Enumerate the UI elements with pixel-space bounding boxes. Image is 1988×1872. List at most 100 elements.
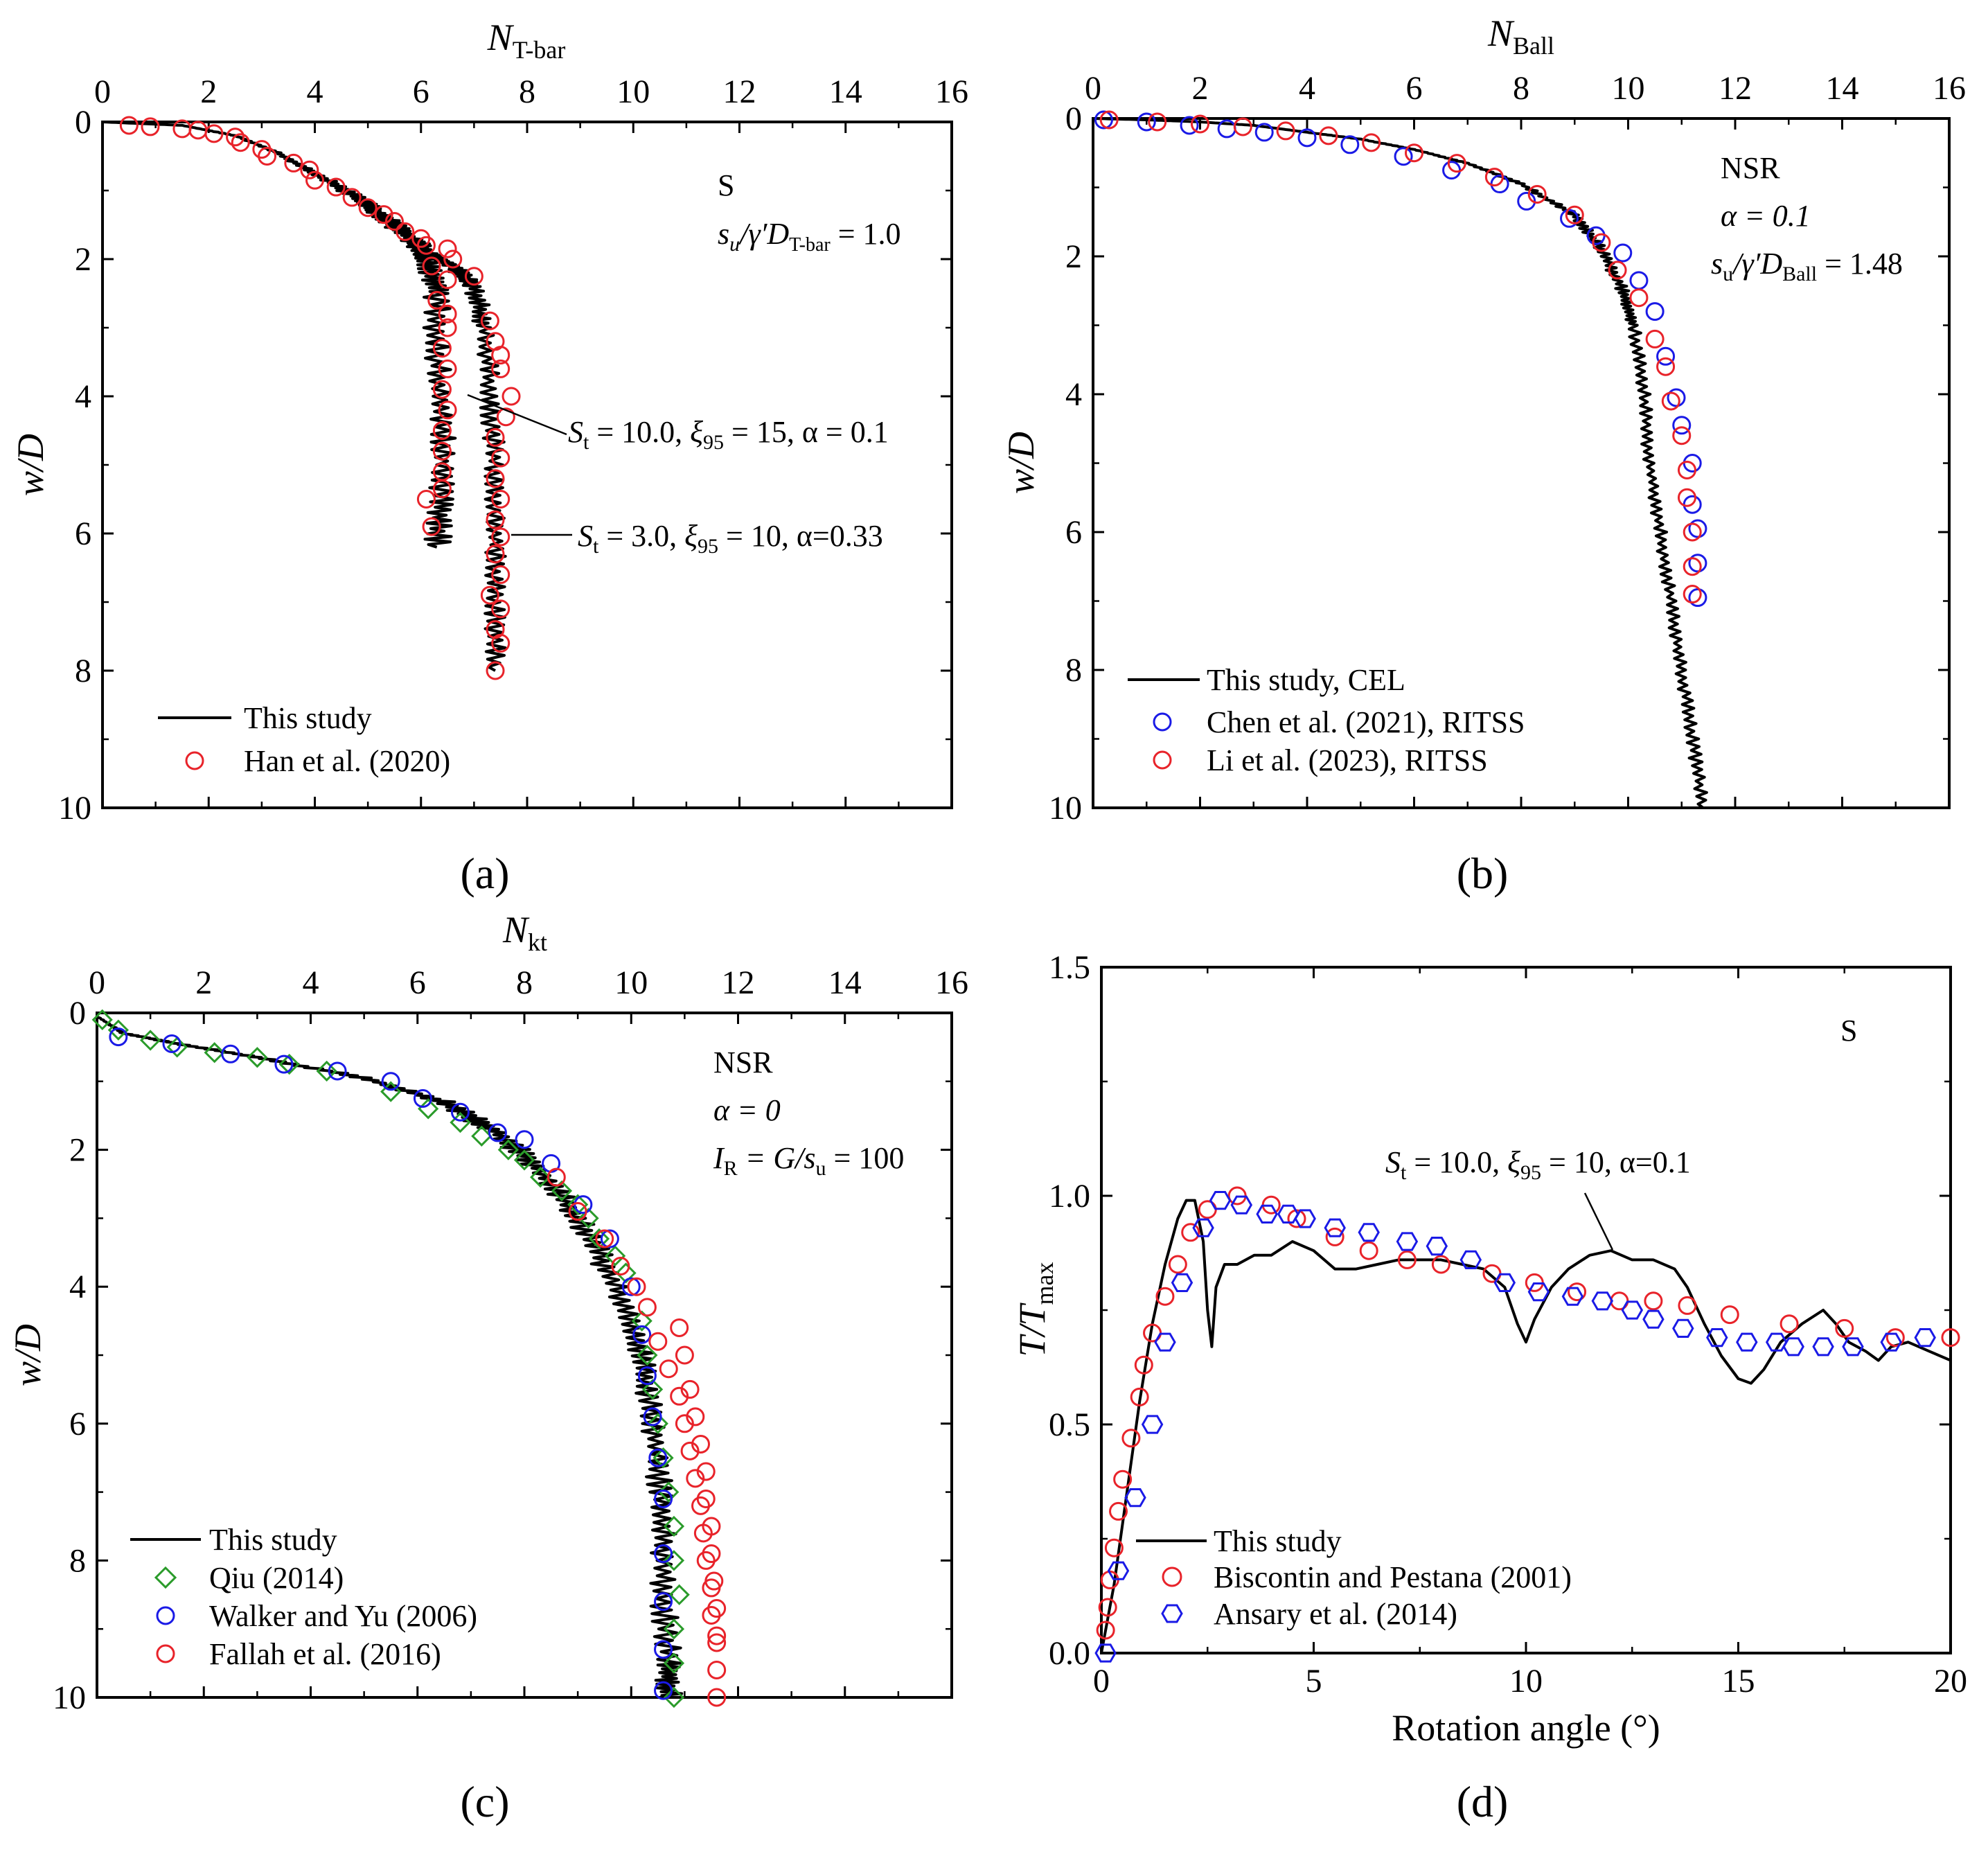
panel-c-legend-4: Fallah et al. (2016)	[209, 1637, 441, 1671]
data-point	[488, 1123, 507, 1142]
data-point	[663, 1550, 685, 1571]
data-point	[221, 1044, 240, 1063]
data-point	[1359, 1241, 1378, 1260]
data-point	[611, 1257, 630, 1276]
data-point	[480, 585, 499, 605]
data-point	[1621, 1300, 1644, 1320]
x-tick-label: 14	[828, 964, 862, 1001]
data-point	[595, 1229, 614, 1248]
data-point	[680, 1441, 700, 1460]
data-point	[1109, 1501, 1128, 1521]
data-point	[1154, 1332, 1176, 1352]
panel-c-x-title: Nkt	[502, 909, 547, 956]
panel-c-legend-1: This study	[209, 1523, 337, 1557]
data-point	[641, 1379, 664, 1400]
data-point	[384, 212, 404, 231]
y-tick-label: 4	[1065, 376, 1082, 413]
data-point	[1096, 1621, 1115, 1640]
y-tick-label: 2	[69, 1132, 86, 1169]
data-point	[702, 1517, 721, 1536]
data-point	[1782, 1337, 1804, 1357]
panel-a-legend: This study Han et al. (2020)	[158, 701, 450, 778]
y-tick-label: 8	[75, 653, 91, 689]
panel-c-annot-ir: IR = G/su = 100	[713, 1141, 904, 1180]
data-point	[381, 1072, 400, 1091]
x-tick-label: 12	[1719, 70, 1752, 107]
data-point	[480, 311, 499, 330]
data-point	[374, 205, 393, 224]
series-line	[1092, 117, 1708, 809]
panel-d-leader	[1583, 1192, 1614, 1251]
data-point	[486, 545, 505, 564]
data-point	[1094, 110, 1113, 130]
series-line	[96, 1015, 684, 1699]
data-point	[1517, 191, 1536, 211]
data-point	[1656, 357, 1676, 376]
data-point	[1297, 128, 1317, 148]
data-point	[647, 1413, 668, 1434]
data-point	[1098, 1598, 1117, 1617]
data-point	[1233, 117, 1252, 136]
data-point	[547, 1167, 566, 1187]
data-point	[1560, 209, 1579, 228]
data-point	[1191, 114, 1209, 134]
series-0	[1092, 117, 1708, 809]
data-point	[654, 1489, 673, 1508]
panel-a-legend-2: Han et al. (2020)	[244, 744, 450, 778]
data-point	[1720, 1305, 1739, 1325]
panel-d-legend-2: Biscontin and Pestana (2001)	[1214, 1560, 1572, 1594]
data-point	[91, 1009, 113, 1031]
series-2	[1099, 110, 1702, 604]
data-point	[450, 1102, 470, 1122]
panel-b-legend-1: This study, CEL	[1207, 663, 1405, 697]
data-point	[491, 527, 511, 547]
panel-b-label: (b)	[1457, 849, 1509, 898]
data-point	[1192, 1218, 1214, 1237]
data-point	[600, 1229, 619, 1248]
data-point	[1608, 261, 1627, 280]
data-point	[471, 1125, 492, 1147]
data-point	[1642, 1309, 1665, 1329]
x-tick-label: 0	[89, 964, 105, 1001]
x-tick-label: 2	[195, 964, 212, 1001]
data-point	[691, 1434, 711, 1454]
data-point	[1667, 388, 1686, 407]
panel-c-legend-marker-2	[154, 1566, 177, 1589]
y-tick-label: 0	[75, 104, 91, 141]
data-point	[670, 1318, 689, 1337]
x-tick-label: 4	[303, 964, 319, 1001]
data-point	[1656, 346, 1676, 366]
data-point	[1325, 1227, 1344, 1246]
data-point	[707, 1633, 727, 1652]
data-point	[427, 290, 447, 310]
panel-b: 0 2 4 6 8 10 12 14 16 0 2 4 6 8 10 NBall w/D NSR α = 0…	[1000, 12, 1966, 898]
panel-d-ticks: 0 5 10 15 20 0.0 0.5 1.0 1.5	[1049, 949, 1967, 1699]
data-point	[328, 1061, 347, 1081]
data-point	[530, 1166, 551, 1188]
data-point	[1683, 585, 1702, 604]
data-point	[1561, 1287, 1584, 1306]
data-point	[1672, 416, 1692, 435]
x-tick-label: 6	[1406, 70, 1423, 107]
data-point	[166, 1036, 188, 1058]
data-point	[1688, 588, 1707, 608]
data-point	[491, 599, 511, 619]
panel-a-legend-marker-2	[185, 751, 204, 770]
data-point	[438, 318, 457, 337]
data-point	[491, 633, 511, 653]
panel-c: 0 2 4 6 8 10 12 14 16 0 2 4 6 8 10 Nkt w/D NSR α = 0 I…	[7, 909, 968, 1826]
x-tick-label: 5	[1306, 1663, 1322, 1699]
x-tick-label: 10	[614, 964, 648, 1001]
data-point	[497, 1139, 519, 1160]
data-point	[396, 222, 415, 241]
data-point	[1914, 1328, 1936, 1348]
x-tick-label: 10	[1612, 70, 1645, 107]
data-point	[1340, 135, 1360, 154]
data-point	[1661, 391, 1680, 411]
data-point	[659, 1359, 678, 1379]
data-point	[1394, 147, 1413, 166]
data-point	[1148, 112, 1167, 132]
x-tick-label: 4	[1299, 70, 1315, 107]
x-tick-label: 8	[519, 73, 535, 110]
data-point	[278, 1053, 300, 1075]
